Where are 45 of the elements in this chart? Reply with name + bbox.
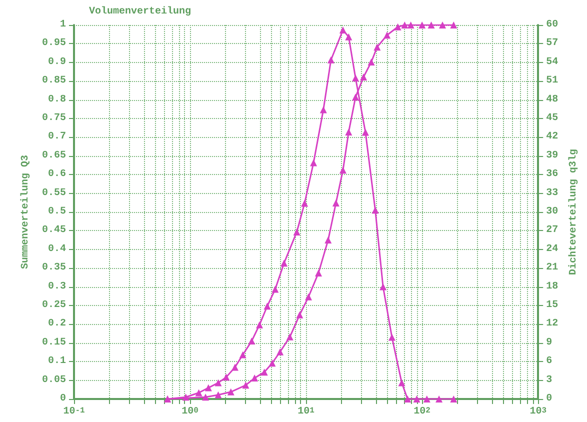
- y-tick-label: 0.7: [48, 132, 66, 143]
- y-tick-label: 0: [60, 394, 66, 404]
- y2-tick-label: 15: [546, 300, 558, 311]
- y-tick-label: 0.05: [42, 374, 66, 386]
- y2-tick-label: 24: [546, 244, 558, 255]
- y2-tick-label: 45: [546, 113, 558, 124]
- y2-tick-label: 27: [546, 225, 558, 236]
- y2-tick-label: 12: [546, 318, 558, 330]
- y-tick-label: 0.4: [48, 244, 66, 255]
- y2-tick-label: 42: [546, 132, 558, 143]
- y-tick-label: 0.75: [42, 113, 66, 124]
- y-tick-label: 0.1: [48, 356, 66, 368]
- y-tick-label: 0.3: [48, 281, 66, 292]
- y-tick-label: 0.95: [42, 38, 66, 50]
- y2-tick-label: 21: [546, 262, 558, 274]
- y-tick-label: 0.5: [48, 206, 66, 218]
- y2-tick-label: 54: [546, 56, 558, 68]
- y-tick-label: 0.2: [48, 318, 66, 330]
- y2-tick-label: 0: [546, 394, 552, 404]
- y2-tick-label: 39: [546, 150, 558, 162]
- y2-tick-label: 57: [546, 38, 558, 50]
- y2-tick-label: 60: [546, 20, 558, 30]
- y-tick-label: 0.55: [42, 188, 66, 199]
- y2-tick-label: 30: [546, 206, 558, 218]
- y-tick-label: 0.85: [42, 76, 66, 87]
- y2-tick-label: 3: [546, 374, 552, 386]
- y-tick-label: 0.6: [48, 169, 66, 180]
- y2-tick-label: 18: [546, 281, 558, 292]
- y-axis-title: Summenverteilung Q3: [20, 154, 32, 270]
- y2-tick-label: 48: [546, 94, 558, 106]
- y2-tick-label: 51: [546, 76, 558, 87]
- y2-tick-label: 9: [546, 337, 552, 348]
- y-tick-label: 0.65: [42, 150, 66, 162]
- y-tick-label: 0.15: [42, 337, 66, 348]
- chart-title: Volumenverteilung: [89, 6, 192, 18]
- y2-axis-title: Dichteverteilung q3lg: [568, 148, 580, 276]
- y2-tick-label: 33: [546, 188, 558, 199]
- y-tick-label: 1: [60, 20, 66, 30]
- y-tick-label: 0.8: [48, 94, 66, 106]
- y-tick-label: 0.9: [48, 56, 66, 68]
- y-tick-label: 0.35: [42, 262, 66, 274]
- y-tick-label: 0.45: [42, 225, 66, 236]
- y-tick-label: 0.25: [42, 300, 66, 311]
- y2-tick-label: 36: [546, 169, 558, 180]
- y2-tick-label: 6: [546, 356, 552, 368]
